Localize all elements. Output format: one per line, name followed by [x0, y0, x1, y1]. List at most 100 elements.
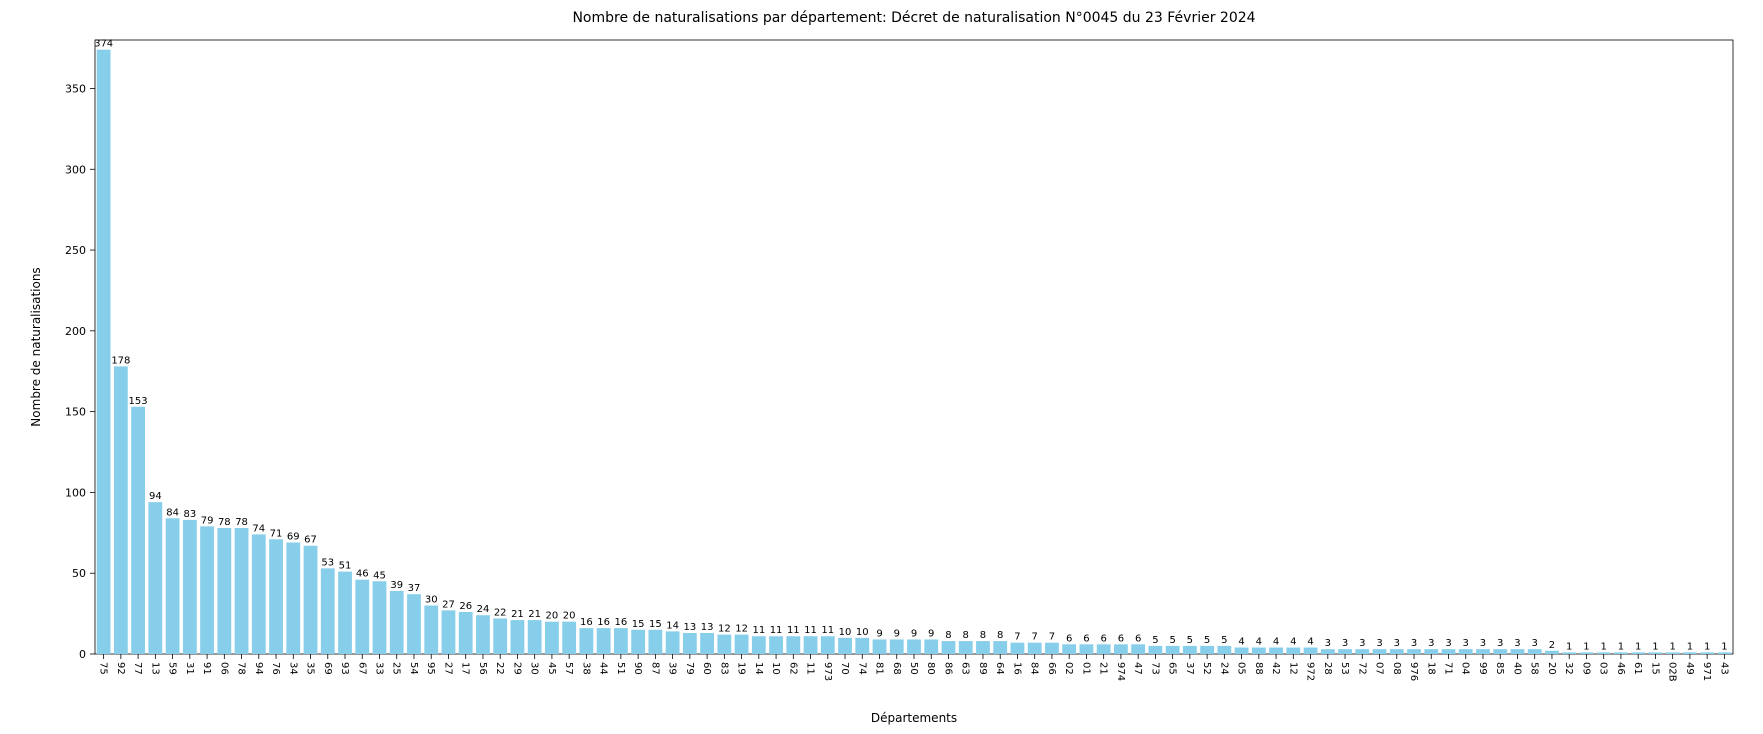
y-tick-label: 250 [65, 244, 86, 257]
bar-value-label: 15 [649, 619, 662, 630]
bar-value-label: 11 [821, 625, 834, 636]
bar-value-label: 3 [1411, 638, 1417, 649]
x-tick-label: 66 [1046, 662, 1057, 675]
bar [1459, 649, 1473, 654]
bar [683, 633, 697, 654]
x-tick-label: 02 [1063, 662, 1074, 675]
x-tick-label: 18 [1425, 662, 1436, 675]
bar [321, 568, 335, 654]
bar [855, 638, 869, 654]
x-tick-label: 67 [356, 662, 367, 675]
bar-value-label: 3 [1428, 638, 1434, 649]
bar-value-label: 4 [1307, 637, 1313, 648]
y-tick-label: 50 [72, 567, 86, 580]
x-tick-label: 15 [1649, 662, 1660, 675]
y-tick-label: 200 [65, 325, 86, 338]
x-tick-label: 44 [598, 662, 609, 675]
bar [648, 630, 662, 654]
bar-value-label: 8 [997, 630, 1003, 641]
x-tick-label: 53 [1339, 662, 1350, 675]
y-tick-label: 350 [65, 82, 86, 95]
bar-value-label: 39 [390, 580, 403, 591]
x-tick-label: 17 [460, 662, 471, 675]
x-tick-label: 51 [615, 662, 626, 675]
x-tick-label: 85 [1494, 662, 1505, 675]
x-axis-label: Départements [871, 711, 957, 725]
bar [131, 407, 145, 654]
bar-value-label: 3 [1325, 638, 1331, 649]
bar-value-label: 16 [597, 617, 610, 628]
x-tick-label: 87 [649, 662, 660, 675]
x-tick-label: 976 [1408, 662, 1419, 681]
bar-value-label: 11 [787, 625, 800, 636]
bar-value-label: 37 [408, 583, 421, 594]
bar [959, 641, 973, 654]
bar [1131, 644, 1145, 654]
x-tick-label: 49 [1684, 662, 1695, 675]
x-tick-label: 90 [632, 662, 643, 675]
bar [1148, 646, 1162, 654]
bar [1252, 648, 1266, 654]
bar [735, 635, 749, 654]
x-tick-label: 47 [1132, 662, 1143, 675]
bar [1666, 652, 1680, 654]
bar [1476, 649, 1490, 654]
bar [580, 628, 594, 654]
bar-value-label: 1 [1652, 641, 1658, 652]
x-tick-label: 31 [184, 662, 195, 675]
bar-value-label: 78 [235, 517, 248, 528]
bar-chart-container: 0501001502002503003503747517892153779413… [0, 0, 1763, 734]
bar [1269, 648, 1283, 654]
bar-value-label: 1 [1669, 641, 1675, 652]
bar-value-label: 6 [1066, 633, 1072, 644]
x-tick-label: 80 [925, 662, 936, 675]
bar-value-label: 79 [201, 515, 214, 526]
x-tick-label: 14 [753, 662, 764, 675]
x-tick-label: 43 [1718, 662, 1729, 675]
bar-value-label: 3 [1480, 638, 1486, 649]
x-tick-label: 25 [391, 662, 402, 675]
bar-value-label: 69 [287, 532, 300, 543]
x-tick-label: 06 [218, 662, 229, 675]
x-tick-label: 72 [1356, 662, 1367, 675]
x-tick-label: 20 [1546, 662, 1557, 675]
bar-value-label: 9 [876, 628, 882, 639]
bar [1683, 652, 1697, 654]
bar-value-label: 153 [129, 396, 148, 407]
bar-value-label: 10 [839, 627, 852, 638]
bar-value-label: 27 [442, 599, 455, 610]
bar [1580, 652, 1594, 654]
bar-value-label: 21 [511, 609, 524, 620]
x-tick-label: 973 [822, 662, 833, 681]
bar [1614, 652, 1628, 654]
bar [1304, 648, 1318, 654]
bar-value-label: 1 [1687, 641, 1693, 652]
x-tick-label: 972 [1305, 662, 1316, 681]
bar-value-label: 6 [1118, 633, 1124, 644]
x-tick-label: 09 [1580, 662, 1591, 675]
bar [1597, 652, 1611, 654]
bar [476, 615, 490, 654]
bar-value-label: 16 [580, 617, 593, 628]
x-tick-label: 34 [287, 662, 298, 675]
bar [1166, 646, 1180, 654]
x-tick-label: 38 [580, 662, 591, 675]
bar [528, 620, 542, 654]
bar-value-label: 5 [1187, 635, 1193, 646]
bar [355, 580, 369, 654]
bar [1321, 649, 1335, 654]
bar-value-label: 11 [804, 625, 817, 636]
x-tick-label: 89 [977, 662, 988, 675]
x-tick-label: 21 [1098, 662, 1109, 675]
x-tick-label: 46 [1615, 662, 1626, 675]
bar [976, 641, 990, 654]
x-tick-label: 81 [874, 662, 885, 675]
bar-value-label: 3 [1394, 638, 1400, 649]
bar [666, 631, 680, 654]
x-tick-label: 39 [667, 662, 678, 675]
x-tick-label: 45 [546, 662, 557, 675]
bar-value-label: 3 [1359, 638, 1365, 649]
bar-value-label: 5 [1204, 635, 1210, 646]
bar [1200, 646, 1214, 654]
x-tick-label: 01 [1080, 662, 1091, 675]
